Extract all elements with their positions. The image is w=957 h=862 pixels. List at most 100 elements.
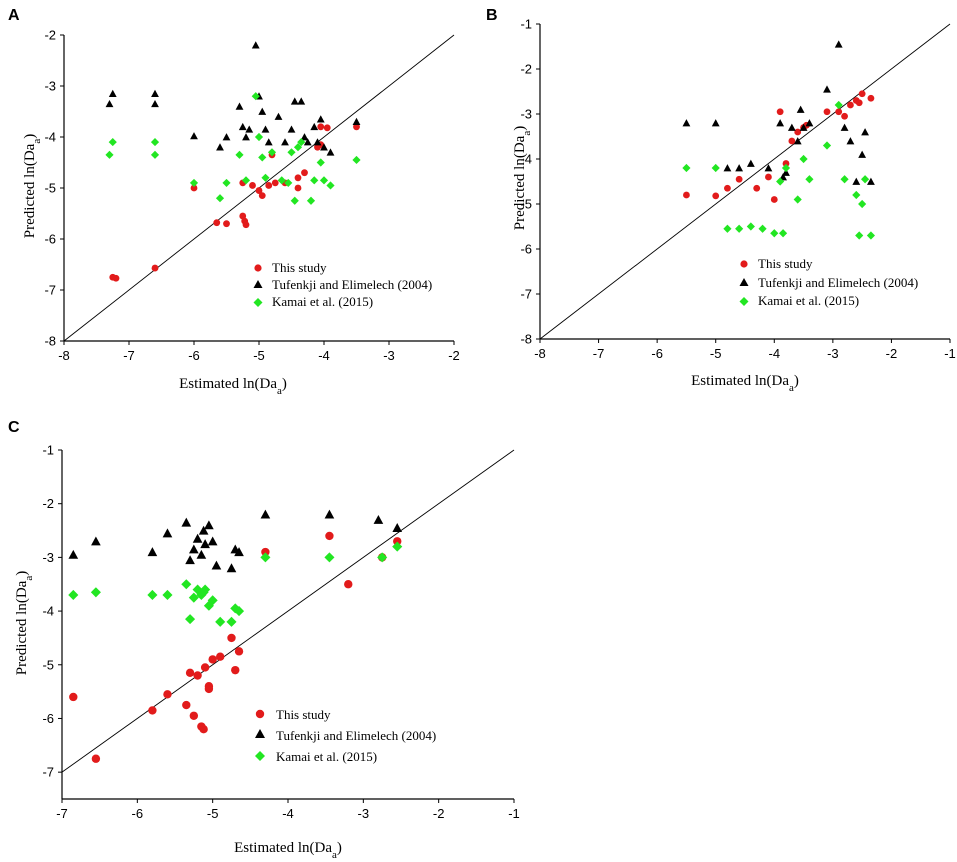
panel-c-point-this-study <box>393 537 402 546</box>
panel-a-point-tufenkji <box>190 132 198 140</box>
panel-a-y-axis-title: Predicted ln(Daa) <box>22 134 43 238</box>
legend-marker-tufenkji <box>255 729 265 738</box>
panel-a-point-tufenkji <box>300 133 309 141</box>
panel-b-x-tick-label: -7 <box>593 346 605 361</box>
panel-c-point-this-study <box>231 665 240 675</box>
panel-c-point-tufenkji <box>207 536 218 546</box>
panel-c-point-tufenkji <box>147 547 158 557</box>
panel-b-x-tick-label: -4 <box>769 346 781 361</box>
panel-a-point-tufenkji <box>251 41 260 49</box>
panel-b-point-kamai <box>822 141 832 150</box>
panel-b-point-tufenkji <box>746 159 755 167</box>
panel-a-point-kamai <box>258 153 267 162</box>
panel-a-point-this-study <box>317 123 325 131</box>
panel-b-y-tick-label: -4 <box>520 152 532 167</box>
panel-a-point-tufenkji <box>274 112 283 120</box>
panel-c-y-tick-label: -5 <box>42 657 54 672</box>
panel-c-x-tick-label: -6 <box>132 806 144 821</box>
panel-a-point-kamai <box>254 132 264 142</box>
panel-a-point-this-study <box>242 221 250 229</box>
panel-b-point-kamai <box>746 222 755 231</box>
panel-c-y-axis-title: Predicted ln(Daa) <box>14 571 35 675</box>
panel-b-one-to-one-line <box>539 23 951 340</box>
panel-a-point-tufenkji <box>316 115 325 123</box>
panel-b-y-tick-label: -5 <box>520 197 532 212</box>
panel-a-point-tufenkji <box>245 125 254 133</box>
panel-b-point-this-study <box>765 173 772 181</box>
panel-a-point-kamai <box>235 150 244 159</box>
panel-a-point-kamai <box>105 150 114 159</box>
panel-b-point-tufenkji <box>711 119 720 127</box>
legend-label-this-study: This study <box>276 707 331 722</box>
panel-b-point-kamai <box>834 100 843 110</box>
panel-a-point-tufenkji <box>264 138 273 146</box>
panel-b-point-this-study <box>753 184 761 192</box>
panel-c-point-this-study <box>227 633 236 643</box>
panel-b-y-tick-label: -7 <box>520 287 532 302</box>
panel-c-point-tufenkji <box>181 517 192 527</box>
panel-a-point-this-study <box>301 169 308 177</box>
panel-c-y-tick-label: -1 <box>42 443 54 458</box>
panel-a-point-kamai <box>189 178 199 187</box>
panel-a-y-tick-label: -4 <box>44 130 56 145</box>
legend-marker-kamai <box>255 751 265 761</box>
panel-a-point-kamai <box>352 155 361 165</box>
panel-b-point-kamai <box>781 163 791 173</box>
panel-a-x-tick-label: -8 <box>58 348 70 363</box>
panel-b-point-kamai <box>852 190 861 200</box>
panel-c-point-kamai <box>233 606 245 617</box>
legend-label-tufenkji: Tufenkji and Elimelech (2004) <box>272 277 432 292</box>
panel-b-point-kamai <box>840 175 849 184</box>
panel-c-point-tufenkji <box>162 528 173 538</box>
panel-b-point-this-study <box>867 94 875 102</box>
panel-a-label: A <box>8 7 20 24</box>
panel-c-y-tick-label: -2 <box>42 496 54 511</box>
panel-c-point-kamai <box>207 595 218 606</box>
panel-a-legend: This study Tufenkji and Elimelech (2004)… <box>253 260 432 309</box>
panel-b-point-tufenkji <box>805 119 814 127</box>
panel-b-point-tufenkji <box>840 123 849 131</box>
panel-b-point-tufenkji <box>867 177 875 185</box>
panel-c-point-kamai <box>260 552 271 563</box>
panel-c-point-tufenkji <box>200 539 210 549</box>
panel-b-point-this-study <box>770 196 778 203</box>
panel-c-point-tufenkji <box>189 544 199 554</box>
panel-a-point-this-study <box>294 174 302 182</box>
panel-c-x-tick-label: -3 <box>358 806 370 821</box>
panel-c-point-this-study <box>69 692 78 702</box>
panel-b-y-tick-label: -8 <box>520 332 532 347</box>
panel-b-point-tufenkji <box>823 85 831 93</box>
panel-c-y-tick-label: -6 <box>42 711 54 726</box>
panel-b-legend: This study Tufenkji and Elimelech (2004)… <box>739 256 918 308</box>
panel-c-point-this-study <box>189 711 199 720</box>
panel-b-point-kamai <box>858 199 867 209</box>
legend-label-tufenkji: Tufenkji and Elimelech (2004) <box>276 728 436 743</box>
panel-a-point-this-study <box>323 124 331 132</box>
panel-b-y-tick-label: -3 <box>520 107 532 122</box>
panel-c-point-this-study <box>216 652 225 661</box>
legend-marker-this-study <box>254 264 262 272</box>
panel-a: A -8 -7 -6 -5 -4 -3 -2 -8 -7 -6 -5 -4 -3 -2 Estimated… <box>8 7 460 397</box>
panel-c-point-this-study <box>261 547 270 557</box>
panel-b-point-this-study <box>858 90 866 98</box>
panel-c-point-this-study <box>344 580 353 589</box>
panel-a-point-this-study <box>255 187 263 194</box>
legend-marker-this-study <box>740 260 748 268</box>
panel-b-point-kamai <box>860 175 870 184</box>
panel-b-point-kamai <box>776 177 785 186</box>
panel-b-point-kamai <box>866 231 876 240</box>
panel-c-label: C <box>8 419 20 436</box>
panel-c-y-tick-label: -3 <box>42 550 54 565</box>
panel-b-label: B <box>486 7 498 24</box>
panel-b-y-axis-title: Predicted ln(Daa) <box>512 126 533 230</box>
panel-a-point-tufenkji <box>297 97 306 105</box>
panel-b-point-kamai <box>855 231 864 240</box>
panel-b-point-kamai <box>805 175 814 184</box>
panel-b-x-tick-label: -8 <box>534 346 546 361</box>
panel-a-point-kamai <box>326 181 335 190</box>
panel-a-x-tick-label: -3 <box>383 348 395 363</box>
legend-label-this-study: This study <box>758 256 813 271</box>
legend-label-kamai: Kamai et al. (2015) <box>758 293 859 308</box>
panel-c-point-tufenkji <box>204 520 214 530</box>
